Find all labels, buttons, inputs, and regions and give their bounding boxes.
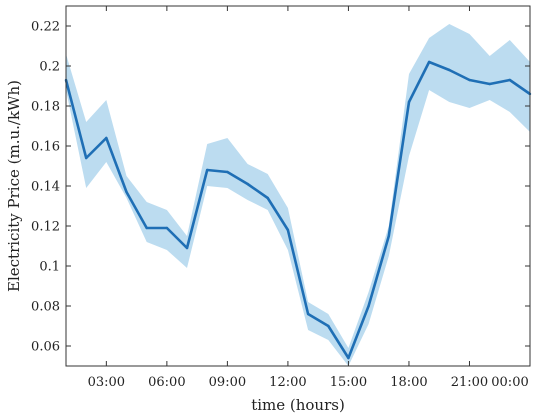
y-tick-label: 0.1 [39,260,60,275]
data-point [266,196,269,200]
x-tick-label: 03:00 [88,375,125,390]
y-tick-label: 0.08 [31,300,60,315]
x-tick-label: 09:00 [209,375,246,390]
y-tick-label: 0.18 [31,100,60,115]
x-tick-label: 12:00 [269,375,306,390]
y-tick-label: 0.06 [31,340,60,355]
data-point [508,78,511,82]
data-point [206,168,209,172]
x-tick-label: 00:00 [491,375,528,390]
data-point [306,312,310,316]
y-tick-label: 0.22 [31,20,60,35]
y-tick-label: 0.14 [31,180,60,195]
y-ticks: 0.06 0.08 0.1 0.12 0.14 0.16 0.18 0.2 0.22 [31,20,530,355]
confidence-band [66,24,530,366]
data-point [387,234,390,238]
y-axis-label: Electricity Price (m.u./kWh) [5,80,23,292]
data-point [165,226,169,230]
data-point [85,156,88,160]
y-tick-label: 0.16 [31,140,60,155]
confidence-band-layer [66,24,530,366]
x-tick-label: 21:00 [451,375,488,390]
data-point [367,304,370,308]
series-line-layer [64,60,532,360]
series-line [64,60,531,360]
data-point [125,190,128,194]
data-point [226,170,229,174]
data-point [145,226,148,230]
x-axis-label: time (hours) [251,396,345,414]
y-tick-label: 0.2 [39,60,60,75]
x-tick-label: 06:00 [148,375,185,390]
y-tick-label: 0.12 [31,220,60,235]
data-point [488,82,491,86]
data-point [407,100,411,104]
data-point [246,182,249,186]
x-tick-label: 15:00 [330,375,367,390]
data-point [468,78,471,82]
data-point [327,324,330,328]
x-ticks: 03:00 06:00 09:00 12:00 15:00 18:00 21:00 00:00 [88,6,531,390]
data-point [286,228,290,232]
data-point [427,60,431,64]
data-point [185,246,189,250]
data-point [448,68,451,72]
x-tick-label: 18:00 [390,375,427,390]
data-point [347,356,350,360]
data-point [105,136,108,140]
